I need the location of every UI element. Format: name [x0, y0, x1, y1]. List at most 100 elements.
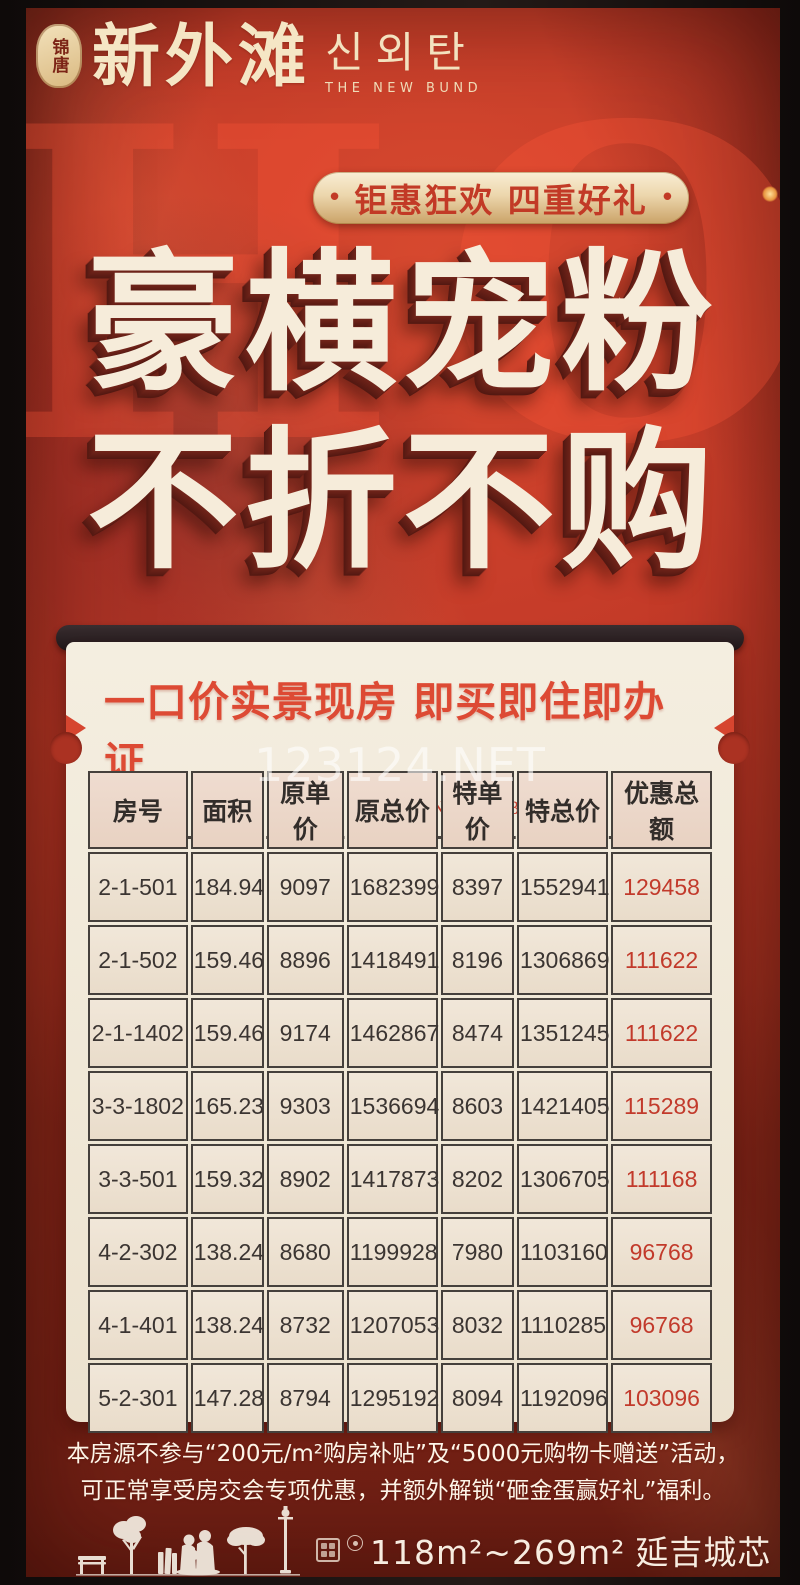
- table-cell: 1306705: [516, 1144, 610, 1214]
- table-cell: 1536694: [346, 1071, 439, 1141]
- table-cell: 115289: [611, 1071, 712, 1141]
- table-cell: 111622: [611, 925, 712, 995]
- table-cell: 111622: [611, 998, 712, 1068]
- table-cell: 1682399: [346, 852, 439, 922]
- badge-bullet-left: •: [326, 183, 343, 213]
- table-cell: 9303: [266, 1071, 344, 1141]
- disclaimer-line2: 可正常享受房交会专项优惠，并额外解锁“砸金蛋赢好礼”福利。: [80, 1478, 726, 1504]
- brand-side: 신외탄 THE NEW BUND: [325, 28, 482, 97]
- brand-name-kr: 신외탄: [325, 28, 477, 77]
- table-cell: 1192096: [516, 1363, 609, 1433]
- brand-seal-text: 锦唐: [48, 38, 69, 74]
- table-row: 2-1-1402 159.46 9174 1462867 8474 1351245 1116…: [88, 998, 712, 1068]
- table-cell: 8902: [266, 1144, 344, 1214]
- promo-badge: • 钜惠狂欢 四重好礼 •: [313, 172, 689, 224]
- table-cell: 159.46: [190, 998, 264, 1068]
- disclaimer: 本房源不参与“200元/m²购房补贴”及“5000元购物卡赠送”活动， 可正常享…: [26, 1436, 780, 1510]
- ticket-notch-right: [718, 732, 750, 764]
- table-cell: 8794: [266, 1363, 344, 1433]
- table-cell: 1306869: [516, 925, 610, 995]
- badge-bullet-right: •: [659, 183, 676, 213]
- lamp-post-icon: [278, 1506, 293, 1574]
- table-cell: 1417873: [346, 1144, 439, 1214]
- emblem-icon: [347, 1535, 363, 1551]
- stamp-icon: [316, 1538, 340, 1562]
- table-cell: 138.24: [190, 1217, 264, 1287]
- table-row: 2-1-501 184.94 9097 1682399 8397 1552941 12945…: [88, 852, 712, 922]
- column-header: 优惠总额: [611, 771, 712, 849]
- table-cell: 8397: [440, 852, 514, 922]
- column-header: 房号: [88, 771, 188, 849]
- table-cell: 4-2-302: [88, 1217, 188, 1287]
- poster: HOT 锦唐 新外滩 신외탄 THE NEW BUND • 钜惠狂欢 四重好礼 …: [26, 8, 780, 1577]
- table-cell: 1552941: [516, 852, 610, 922]
- table-cell: 1103160: [516, 1217, 609, 1287]
- table-cell: 1207053: [346, 1290, 439, 1360]
- table-cell: 3-3-501: [88, 1144, 188, 1214]
- table-cell: 129458: [611, 852, 712, 922]
- table-row: 5-2-301 147.28 8794 1295192 8094 1192096 10309…: [88, 1363, 712, 1433]
- table-cell: 1295192: [346, 1363, 439, 1433]
- table-cell: 1351245: [516, 998, 610, 1068]
- table-cell: 96768: [611, 1217, 712, 1287]
- table-row: 2-1-502 159.46 8896 1418491 8196 1306869 11162…: [88, 925, 712, 995]
- price-panel: 一口价实景现房 即买即住即办证 JIN TANG THE NEW BUND 12…: [50, 642, 750, 1433]
- table-row: 4-2-302 138.24 8680 1199928 7980 1103160 96768: [88, 1217, 712, 1287]
- area-range: 118m²~269m²: [370, 1533, 626, 1572]
- table-cell: 3-3-1802: [88, 1071, 188, 1141]
- brand-header: 锦唐 新外滩 신외탄 THE NEW BUND: [36, 16, 482, 96]
- headline-line2: 不折不购: [87, 413, 719, 590]
- badge-text: 钜惠狂欢 四重好礼: [354, 181, 648, 220]
- panel-heading: 一口价实景现房 即买即住即办证: [66, 642, 734, 788]
- table-cell: 103096: [611, 1363, 712, 1433]
- table-cell: 1421405: [516, 1071, 610, 1141]
- ticket-notch-left: [50, 732, 82, 764]
- table-cell: 1110285: [516, 1290, 609, 1360]
- table-cell: 5-2-301: [88, 1363, 188, 1433]
- table-cell: 111168: [611, 1144, 712, 1214]
- table-row: 3-3-501 159.32 8902 1417873 8202 1306705 11116…: [88, 1144, 712, 1214]
- table-cell: 8032: [440, 1290, 514, 1360]
- column-header: 特单价: [440, 771, 514, 849]
- disclaimer-line1: 本房源不参与“200元/m²购房补贴”及“5000元购物卡赠送”活动，: [66, 1441, 740, 1467]
- column-header: 特总价: [516, 771, 609, 849]
- round-tree-icon: [227, 1527, 265, 1574]
- table-cell: 96768: [611, 1290, 712, 1360]
- table-cell: 4-1-401: [88, 1290, 188, 1360]
- table-header-row: 房号 面积 原单价 原总价 特单价 特总价 优惠总额: [88, 771, 712, 849]
- table-cell: 9174: [266, 998, 344, 1068]
- hot-background-word: HOT: [26, 34, 780, 539]
- brand-seal-icon: 锦唐: [36, 24, 82, 88]
- table-cell: 147.28: [190, 1363, 264, 1433]
- table-cell: 8196: [440, 925, 514, 995]
- table-cell: 138.24: [190, 1290, 264, 1360]
- bench-icon: [78, 1556, 106, 1574]
- headline-line1: 豪横宠粉: [87, 235, 719, 412]
- table-cell: 8732: [266, 1290, 344, 1360]
- column-header: 面积: [190, 771, 264, 849]
- table-cell: 159.46: [190, 925, 264, 995]
- table-cell: 8094: [440, 1363, 514, 1433]
- column-header: 原总价: [346, 771, 438, 849]
- brand-name-cn: 新外滩: [92, 18, 312, 97]
- table-row: 4-1-401 138.24 8732 1207053 8032 1110285 96768: [88, 1290, 712, 1360]
- table-cell: 184.94: [190, 852, 264, 922]
- table-cell: 8603: [440, 1071, 514, 1141]
- table-cell: 2-1-501: [88, 852, 188, 922]
- table-cell: 159.32: [190, 1144, 264, 1214]
- table-cell: 1418491: [346, 925, 439, 995]
- table-cell: 2-1-1402: [88, 998, 188, 1068]
- table-cell: 8474: [440, 998, 514, 1068]
- table-cell: 165.23: [190, 1071, 264, 1141]
- table-cell: 8202: [440, 1144, 514, 1214]
- price-table: 房号 面积 原单价 原总价 特单价 特总价 优惠总额 2-1-501 184.94 9097 168…: [85, 768, 715, 1436]
- table-cell: 1199928: [346, 1217, 438, 1287]
- panel-title: 一口价实景现房 即买即住即办证: [104, 678, 666, 786]
- books-icon: [158, 1547, 177, 1575]
- table-cell: 7980: [440, 1217, 514, 1287]
- table-cell: 1462867: [346, 998, 439, 1068]
- table-row: 3-3-1802 165.23 9303 1536694 8603 1421405 1152…: [88, 1071, 712, 1141]
- table-cell: 9097: [266, 852, 344, 922]
